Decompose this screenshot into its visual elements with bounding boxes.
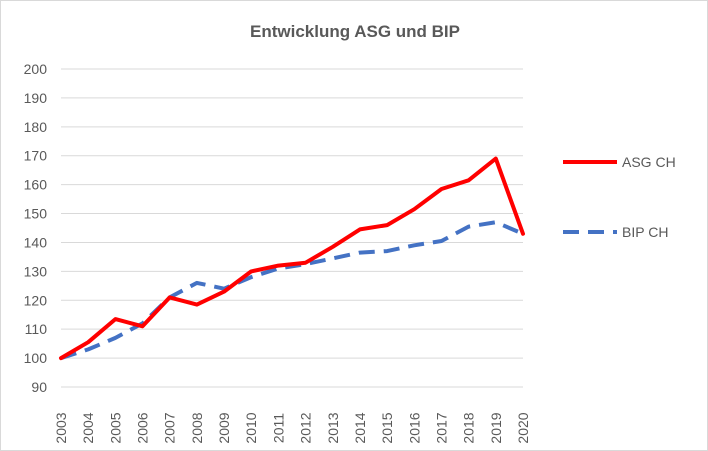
x-axis-ticks: 2003 2004 2005 2006 2007 2008 2009 2010 2011 2012… — [53, 412, 531, 443]
x-tick-label: 2011 — [270, 413, 286, 443]
y-tick-label: 180 — [24, 119, 48, 135]
y-tick-label: 160 — [24, 177, 48, 193]
x-tick-label: 2018 — [461, 412, 477, 443]
chart-title: Entwicklung ASG und BIP — [250, 22, 460, 41]
legend: ASG CH BIP CH — [563, 154, 676, 240]
x-tick-label: 2013 — [325, 412, 341, 443]
y-tick-label: 120 — [24, 292, 48, 308]
x-tick-label: 2020 — [515, 412, 531, 443]
x-tick-label: 2014 — [352, 412, 368, 443]
x-tick-label: 2016 — [406, 412, 422, 443]
y-tick-label: 200 — [24, 61, 48, 77]
y-tick-label: 130 — [24, 263, 48, 279]
y-tick-label: 190 — [24, 90, 48, 106]
series-lines — [59, 156, 525, 361]
y-tick-label: 140 — [24, 234, 48, 250]
x-tick-label: 2003 — [53, 412, 69, 443]
y-tick-label: 170 — [24, 148, 48, 164]
x-tick-label: 2010 — [243, 412, 259, 443]
x-tick-label: 2006 — [135, 412, 151, 443]
x-tick-label: 2017 — [433, 412, 449, 443]
x-tick-label: 2012 — [298, 412, 314, 443]
x-tick-label: 2008 — [189, 412, 205, 443]
gridlines — [61, 68, 523, 388]
x-tick-label: 2005 — [107, 412, 123, 443]
series-line-asg-ch — [59, 156, 525, 361]
x-tick-label: 2007 — [162, 412, 178, 443]
y-tick-label: 100 — [24, 350, 48, 366]
x-tick-label: 2019 — [488, 412, 504, 443]
y-tick-label: 110 — [25, 321, 48, 337]
legend-label: ASG CH — [622, 154, 676, 170]
y-axis-ticks: 90 100 110 120 130 140 150 160 170 180 190 200 — [24, 61, 48, 395]
x-tick-label: 2004 — [80, 412, 96, 443]
y-tick-label: 150 — [24, 206, 48, 222]
x-tick-label: 2009 — [216, 412, 232, 443]
legend-label: BIP CH — [622, 224, 668, 240]
x-tick-label: 2015 — [379, 412, 395, 443]
y-tick-label: 90 — [31, 379, 47, 395]
